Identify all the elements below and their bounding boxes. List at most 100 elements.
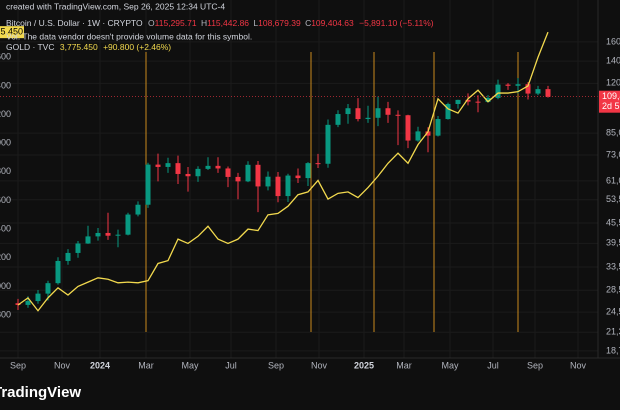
y-tick-label: 120,000 (606, 78, 620, 88)
candle-body (195, 168, 201, 177)
y2-tick-label: 3,000 (0, 138, 11, 148)
candle-body (55, 260, 61, 284)
candle-body (445, 103, 451, 120)
watermark: created with TradingView.com, Sep 26, 20… (6, 1, 225, 11)
candle-body (365, 117, 371, 120)
gold-price-label: 3,775.450 (0, 27, 23, 37)
x-tick-label: Jul (487, 360, 499, 370)
candle-body (465, 99, 471, 102)
candle-body (495, 84, 501, 98)
ohlc-label: L (253, 18, 258, 28)
y-tick-label: 53,500 (606, 194, 620, 204)
candle-body (245, 164, 251, 182)
y2-tick-label: 2,800 (0, 166, 11, 176)
x-tick-label: 2024 (90, 360, 110, 370)
y-tick-label: 85,000 (606, 127, 620, 137)
gold-line (17, 31, 549, 312)
x-tick-label: Mar (138, 360, 154, 370)
candle-body (305, 163, 311, 179)
change: −5,891.10 (−5.11%) (359, 18, 434, 28)
x-tick-label: Nov (54, 360, 71, 370)
candle-body (535, 89, 541, 94)
gold-line: GOLD · TVC 3,775.450 +90.800 (+2.46%) (6, 42, 171, 52)
gold-symbol: GOLD · TVC (6, 42, 55, 52)
candle-body (185, 173, 191, 177)
ohlc-value: 115,295.71 (155, 18, 197, 28)
candle-body (405, 115, 411, 141)
ohlc-label: O (148, 18, 155, 28)
candle-body (145, 164, 151, 205)
y-tick-label: 39,550 (606, 238, 620, 248)
candle-body (475, 101, 481, 103)
ohlc-label: H (201, 18, 207, 28)
x-tick-label: 2025 (354, 360, 374, 370)
ohlc-value: 109,404.63 (311, 18, 354, 28)
x-tick-label: Nov (570, 360, 587, 370)
candle-body (85, 236, 91, 244)
candle-body (515, 84, 521, 86)
candle-body (415, 131, 421, 141)
candle-body (95, 232, 101, 237)
ohlc-value: 115,442.86 (207, 18, 249, 28)
countdown: 2d 5h (602, 101, 620, 111)
y-tick-label: 73,000 (606, 149, 620, 159)
candle-body (225, 168, 231, 177)
y-tick-label: 33,550 (606, 261, 620, 271)
candle-body (545, 89, 551, 97)
header: created with TradingView.com, Sep 26, 20… (6, 1, 434, 52)
y2-tick-label: 2,600 (0, 195, 11, 205)
y-tick-label: 61,000 (606, 175, 620, 185)
y-tick-label: 28,550 (606, 285, 620, 295)
y2-tick-label: 2,400 (0, 223, 11, 233)
candle-body (35, 293, 41, 302)
last-price-label: 109,404.63 (602, 91, 620, 101)
x-tick-label: Sep (527, 360, 543, 370)
candle-body (345, 108, 351, 115)
y-tick-label: 18,750 (606, 345, 620, 355)
candle-body (75, 243, 81, 253)
logo: TradingView (0, 384, 81, 401)
gold-price-box (0, 26, 24, 39)
candle-body (115, 234, 121, 236)
x-tick-label: May (181, 360, 199, 370)
axes: 160,000 140,000 120,000 85,000 73,000 61,000 5… (0, 26, 620, 370)
candle-body (265, 176, 271, 187)
gold-change: +90.800 (+2.46%) (103, 42, 171, 52)
last-price-box (599, 90, 620, 113)
y-tick-label: 140,000 (606, 56, 620, 66)
x-tick-label: Jul (225, 360, 237, 370)
y-tick-label: 160,000 (606, 36, 620, 46)
candle-body (105, 232, 111, 236)
ohlc-line: Bitcoin / U.S. Dollar · 1W · CRYPTO O115… (6, 18, 434, 28)
candle-body (255, 164, 261, 187)
y2-tick-label: 3,600 (0, 52, 11, 62)
candle-body (25, 301, 31, 305)
candle-body (295, 175, 301, 179)
candle-body (435, 119, 441, 136)
y2-tick-label: 2,200 (0, 252, 11, 262)
y2-tick-label: 1,800 (0, 309, 11, 319)
candle-body (45, 283, 51, 294)
y-tick-label: 21,350 (606, 327, 620, 337)
candle-body (375, 108, 381, 118)
candle-body (165, 163, 171, 167)
x-tick-label: Nov (311, 360, 328, 370)
x-tick-label: Mar (396, 360, 412, 370)
candle-body (155, 164, 161, 167)
x-tick-label: Sep (268, 360, 284, 370)
candle-body (65, 252, 71, 261)
candle-body (15, 303, 21, 305)
candle-body (205, 165, 211, 169)
candle-body (125, 214, 131, 235)
plot (0, 31, 598, 312)
gold-value: 3,775.450 (60, 42, 98, 52)
candle-body (525, 84, 531, 94)
candle-body (485, 97, 491, 102)
y2-tick-label: 2,000 (0, 281, 11, 291)
symbol: Bitcoin / U.S. Dollar · 1W · CRYPTO (6, 18, 143, 28)
y2-tick-label: 3,200 (0, 109, 11, 119)
y-tick-label: 24,550 (606, 306, 620, 316)
x-tick-label: May (441, 360, 459, 370)
